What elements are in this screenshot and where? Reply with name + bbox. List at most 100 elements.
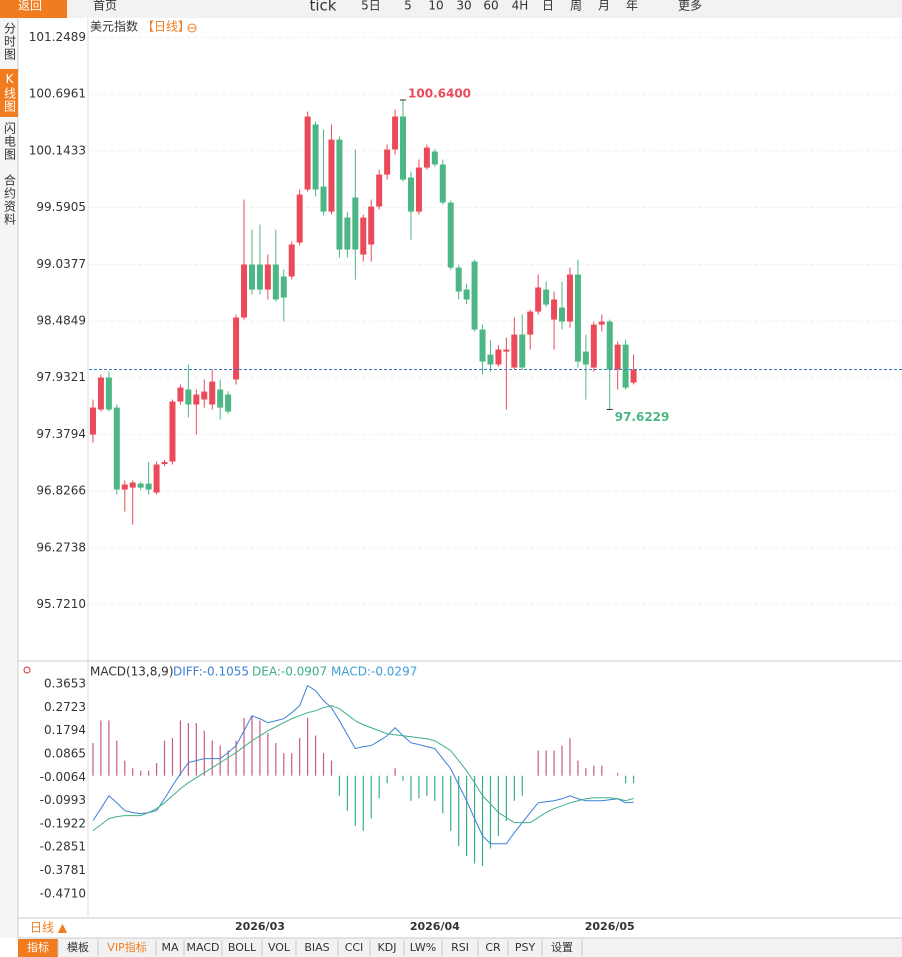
candle-body [368,206,375,245]
candle-body [296,194,303,243]
candle-body [241,264,248,318]
candle-body [566,274,573,322]
candle-body [527,311,534,335]
toolbar-button[interactable]: tick [310,0,337,15]
bottom-tab[interactable]: 模板 [67,940,89,954]
toolbar-button[interactable]: 首页 [93,0,117,13]
candle-body [161,462,168,465]
bottom-tab[interactable]: 指标 [27,940,49,954]
back-button[interactable] [0,0,67,18]
y-tick-label: -0.0993 [40,793,86,807]
bottom-tab[interactable]: VOL [268,941,291,954]
dea-label: DEA:-0.0907 [252,665,327,679]
candle-body [400,116,407,180]
y-tick-label: 0.2723 [44,700,86,714]
side-tab[interactable]: 合约资料 [3,173,17,226]
candle-body [630,369,637,383]
y-tick-label: 97.3794 [36,427,86,441]
side-panel [0,18,18,938]
x-tick-label: 2026/03 [235,920,285,933]
y-tick-label: 96.8266 [36,484,86,498]
candle-body [217,389,224,408]
candle-body [248,264,255,290]
candle-body [384,149,391,175]
add-icon[interactable] [187,23,197,33]
toolbar-button[interactable]: 5 [404,0,412,13]
toolbar-button[interactable]: 4H [512,0,529,13]
candle-body [97,377,104,410]
toolbar-button[interactable]: 30 [456,0,471,13]
y-tick-label: -0.3781 [40,863,86,877]
bottom-tab[interactable]: MA [161,941,178,954]
active-side-tab[interactable] [0,69,18,117]
y-tick-label: -0.4710 [40,886,86,900]
candle-body [463,289,470,300]
toolbar-button[interactable]: 年 [626,0,638,13]
y-tick-label: -0.1922 [40,816,86,830]
bottom-tab[interactable]: KDJ [378,941,397,954]
candle-body [423,147,430,168]
bottom-tab[interactable]: CR [485,941,501,954]
active-tab[interactable] [18,939,58,957]
side-tab[interactable]: K线图 [3,72,17,113]
toolbar [0,0,902,18]
candle-body [447,202,454,268]
candle-body [503,349,510,352]
candle-body [129,482,136,488]
candle-body [288,244,295,277]
candle-body [471,261,478,330]
toolbar-button[interactable]: 5日 [361,0,381,13]
y-tick-label: 0.3653 [44,677,86,691]
candle-body [145,483,152,490]
candle-body [559,307,566,322]
bottom-tab[interactable]: 设置 [551,941,573,954]
toolbar-button[interactable]: 返回 [18,0,42,13]
candle-body [137,483,144,488]
candle-body [582,351,589,365]
candle-body [272,264,279,300]
candle-body [495,349,502,365]
settings-icon[interactable] [23,666,31,674]
candle-body [225,394,232,412]
bottom-tab[interactable]: CCI [345,941,364,954]
bottom-tab[interactable]: PSY [515,941,536,954]
toolbar-button[interactable]: 月 [598,0,610,13]
candle-body [256,264,263,290]
side-tab[interactable]: 分时图 [3,22,17,61]
toolbar-button[interactable]: 更多 [678,0,702,13]
bottom-tab[interactable]: LW% [410,941,436,954]
candle-body [455,267,462,292]
candle-body [264,264,271,290]
side-tab[interactable]: 闪电图 [3,122,17,161]
candle-body [376,174,383,207]
period-label[interactable]: 日线 ▲ [30,921,68,935]
candle-body [113,407,120,490]
bottom-tab[interactable]: VIP指标 [107,940,146,954]
y-tick-label: 0.0865 [44,746,86,760]
candle-body [312,124,319,190]
bottom-tab[interactable]: BIAS [304,941,329,954]
chart-title: 美元指数 [90,19,138,34]
candle-body [153,464,160,493]
y-tick-label: 99.5905 [36,200,86,214]
bottom-tab[interactable]: BOLL [228,941,257,954]
candle-body [177,387,184,402]
candle-body [201,391,208,400]
bottom-tab[interactable]: MACD [187,941,220,954]
candle-body [304,116,311,190]
toolbar-button[interactable]: 周 [570,0,582,13]
candle-body [415,167,422,212]
candle-body [360,217,367,255]
toolbar-button[interactable]: 60 [483,0,498,13]
macd-label: MACD:-0.0297 [331,665,417,679]
diff-label: DIFF:-0.1055 [173,665,249,679]
candle-body [519,334,526,368]
candle-body [89,407,96,435]
toolbar-button[interactable]: 日 [542,0,554,13]
candle-body [209,381,216,405]
bottom-tab[interactable]: RSI [451,941,469,954]
toolbar-button[interactable]: 10 [428,0,443,13]
x-tick-label: 2026/04 [410,920,460,933]
macd-line [92,705,634,832]
